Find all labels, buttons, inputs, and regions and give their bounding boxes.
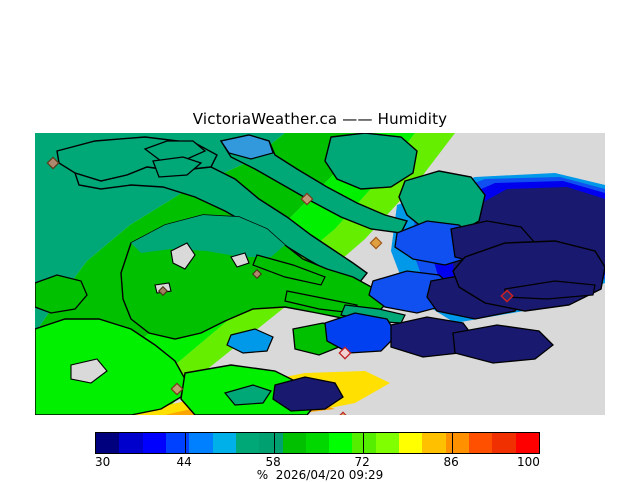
colorbar-caption: % 2026/04/20 09:29 [256, 468, 384, 482]
land-islet-s2 [223, 384, 272, 406]
colorbar-swatch-9 [305, 433, 330, 453]
colorbar-tick-72 [363, 433, 364, 453]
colorbar-swatch-5 [212, 433, 236, 453]
station-marker-central-east[interactable] [369, 236, 383, 250]
station-marker-mid[interactable] [251, 268, 263, 280]
colorbar-swatch-11 [352, 433, 376, 453]
colorbar-tick-labels: 30 44 58 72 86 100 [0, 455, 640, 469]
land-islet-s1 [226, 328, 274, 354]
colorbar-gradient[interactable] [95, 432, 540, 454]
station-marker-southwest[interactable] [170, 382, 184, 396]
colorbar-swatch-17 [492, 433, 516, 453]
land-east-island-8 [272, 376, 344, 412]
land-long-island-chain [219, 134, 409, 234]
colorbar-swatch-0 [96, 433, 120, 453]
land-central-island-teal-north [131, 215, 285, 257]
colorbar-swatch-1 [119, 433, 143, 453]
land-east-island-7 [452, 324, 554, 364]
colorbar-label-44: 44 [176, 455, 192, 469]
colorbar-swatch-2 [142, 433, 166, 453]
colorbar-swatch-4 [189, 433, 213, 453]
land-inner-bay-1 [170, 242, 196, 270]
colorbar-swatch-13 [399, 433, 423, 453]
colorbar-swatch-8 [282, 433, 306, 453]
colorbar-label-58: 58 [265, 455, 281, 469]
colorbar-label-72: 72 [354, 455, 370, 469]
colorbar-swatch-12 [375, 433, 400, 453]
colorbar-swatch-6 [235, 433, 260, 453]
station-marker-north-central[interactable] [300, 192, 314, 206]
station-marker-layer [46, 156, 514, 415]
land-long-island-blue-tip [220, 134, 274, 160]
colorbar-swatch-14 [422, 433, 446, 453]
station-marker-far-east[interactable] [500, 289, 514, 303]
land-islet-s3 [324, 312, 398, 354]
station-marker-inner[interactable] [157, 285, 169, 297]
land-inner-bay-2 [230, 252, 250, 268]
colorbar-swatch-3 [165, 433, 190, 453]
humidity-contour-map [35, 133, 605, 415]
land-islet-n2 [152, 156, 203, 178]
colorbar-tick-86 [452, 433, 453, 453]
colorbar-swatch-16 [469, 433, 493, 453]
land-sw-mass [35, 318, 186, 415]
colorbar-swatch-7 [259, 433, 283, 453]
colorbar-label-100: 100 [517, 455, 540, 469]
colorbar-swatch-15 [445, 433, 469, 453]
colorbar-label-30: 30 [95, 455, 111, 469]
colorbar-label-86: 86 [443, 455, 459, 469]
landmass-layer [35, 133, 605, 415]
station-marker-nw[interactable] [46, 156, 60, 170]
map-plot-area[interactable] [35, 133, 605, 415]
land-island-ne-upper [324, 133, 418, 190]
land-sliver-e1 [252, 254, 326, 286]
land-island-w [35, 274, 88, 314]
colorbar-tick-58 [274, 433, 275, 453]
colorbar-legend: 30 44 58 72 86 100 % 2026/04/20 09:29 [0, 430, 640, 482]
page-title: VictoriaWeather.ca —— Humidity [192, 110, 448, 128]
colorbar-tick-44 [185, 433, 186, 453]
colorbar-swatch-10 [329, 433, 353, 453]
station-marker-south-islet[interactable] [338, 346, 352, 360]
land-sw-inlet [70, 358, 108, 384]
colorbar-swatch-18 [515, 433, 539, 453]
